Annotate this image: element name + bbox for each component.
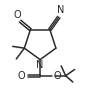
Text: O: O <box>14 10 21 20</box>
Text: O: O <box>53 71 61 81</box>
Text: N: N <box>57 6 65 15</box>
Text: O: O <box>17 71 25 81</box>
Text: N: N <box>36 60 44 70</box>
